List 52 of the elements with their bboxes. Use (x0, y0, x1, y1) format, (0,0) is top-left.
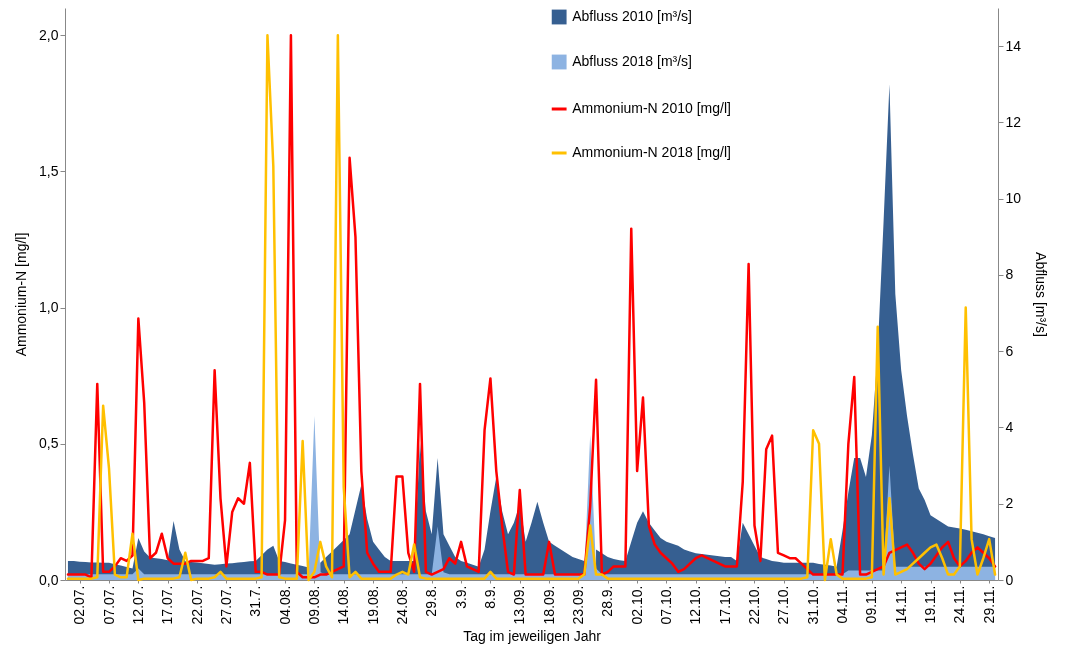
y2-axis-title: Abfluss [m³/s] (1033, 252, 1050, 337)
y-tick-label: 1,0 (39, 299, 59, 316)
x-tick-label: 02.07. (71, 585, 88, 625)
y-axis-title: Ammonium-N [mg/l] (13, 232, 30, 357)
x-tick-label: 19.11. (922, 585, 939, 624)
y-tick-label: 0,0 (39, 571, 59, 588)
y2-tick-label: 14 (1005, 37, 1022, 54)
y-tick-label: 1,5 (39, 162, 59, 179)
y2-tick-label: 2 (1005, 495, 1014, 512)
x-tick-label: 29.11. (980, 585, 997, 624)
x-tick-label: 12.07. (129, 585, 146, 625)
y2-tick-label: 0 (1005, 571, 1014, 588)
x-tick-label: 13.09. (511, 585, 528, 625)
legend-label: Ammonium-N 2010 [mg/l] (572, 100, 731, 116)
x-tick-label: 22.10. (745, 585, 762, 625)
x-tick-label: 23.09. (569, 585, 586, 625)
x-tick-label: 17.10. (716, 585, 733, 625)
x-tick-label: 17.07. (159, 585, 176, 625)
y-tick-label: 2,0 (39, 26, 59, 43)
x-tick-label: 09.11. (863, 585, 880, 624)
x-tick-label: 19.08. (364, 585, 381, 625)
x-tick-label: 07.10. (657, 585, 674, 625)
x-tick-label: 09.08. (305, 585, 322, 625)
x-tick-label: 31.10. (804, 585, 821, 625)
x-tick-label: 14.11. (892, 585, 909, 624)
x-tick-label: 27.10. (775, 585, 792, 625)
y-tick-label: 0,5 (39, 435, 59, 452)
x-tick-label: 04.11. (834, 585, 850, 624)
y2-tick-label: 12 (1005, 113, 1022, 130)
x-tick-label: 24.08. (393, 585, 410, 625)
y2-tick-label: 6 (1005, 342, 1014, 359)
legend-label: Abfluss 2018 [m³/s] (572, 53, 692, 69)
x-tick-label: 8.9. (481, 585, 498, 609)
x-tick-label: 28.9. (599, 585, 616, 617)
x-tick-label: 18.09. (540, 585, 557, 625)
x-tick-label: 22.07. (188, 585, 205, 625)
legend-label: Abfluss 2010 [m³/s] (572, 8, 692, 24)
x-tick-label: 12.10. (687, 585, 704, 625)
y2-tick-label: 4 (1005, 418, 1014, 435)
x-tick-label: 29.8. (423, 585, 440, 617)
y2-tick-label: 8 (1005, 266, 1014, 283)
legend-label: Ammonium-N 2018 [mg/l] (572, 144, 731, 160)
x-tick-label: 31.7. (247, 585, 264, 617)
x-axis-title: Tag im jeweiligen Jahr (463, 628, 602, 645)
x-tick-label: 27.07. (217, 585, 234, 625)
x-tick-label: 24.11. (951, 585, 968, 624)
x-tick-label: 02.10. (628, 585, 645, 625)
y2-tick-label: 10 (1005, 190, 1022, 207)
x-tick-label: 07.07. (100, 585, 117, 625)
x-tick-label: 14.08. (335, 585, 352, 625)
x-tick-label: 04.08. (276, 585, 293, 625)
x-tick-label: 3.9. (452, 585, 469, 609)
